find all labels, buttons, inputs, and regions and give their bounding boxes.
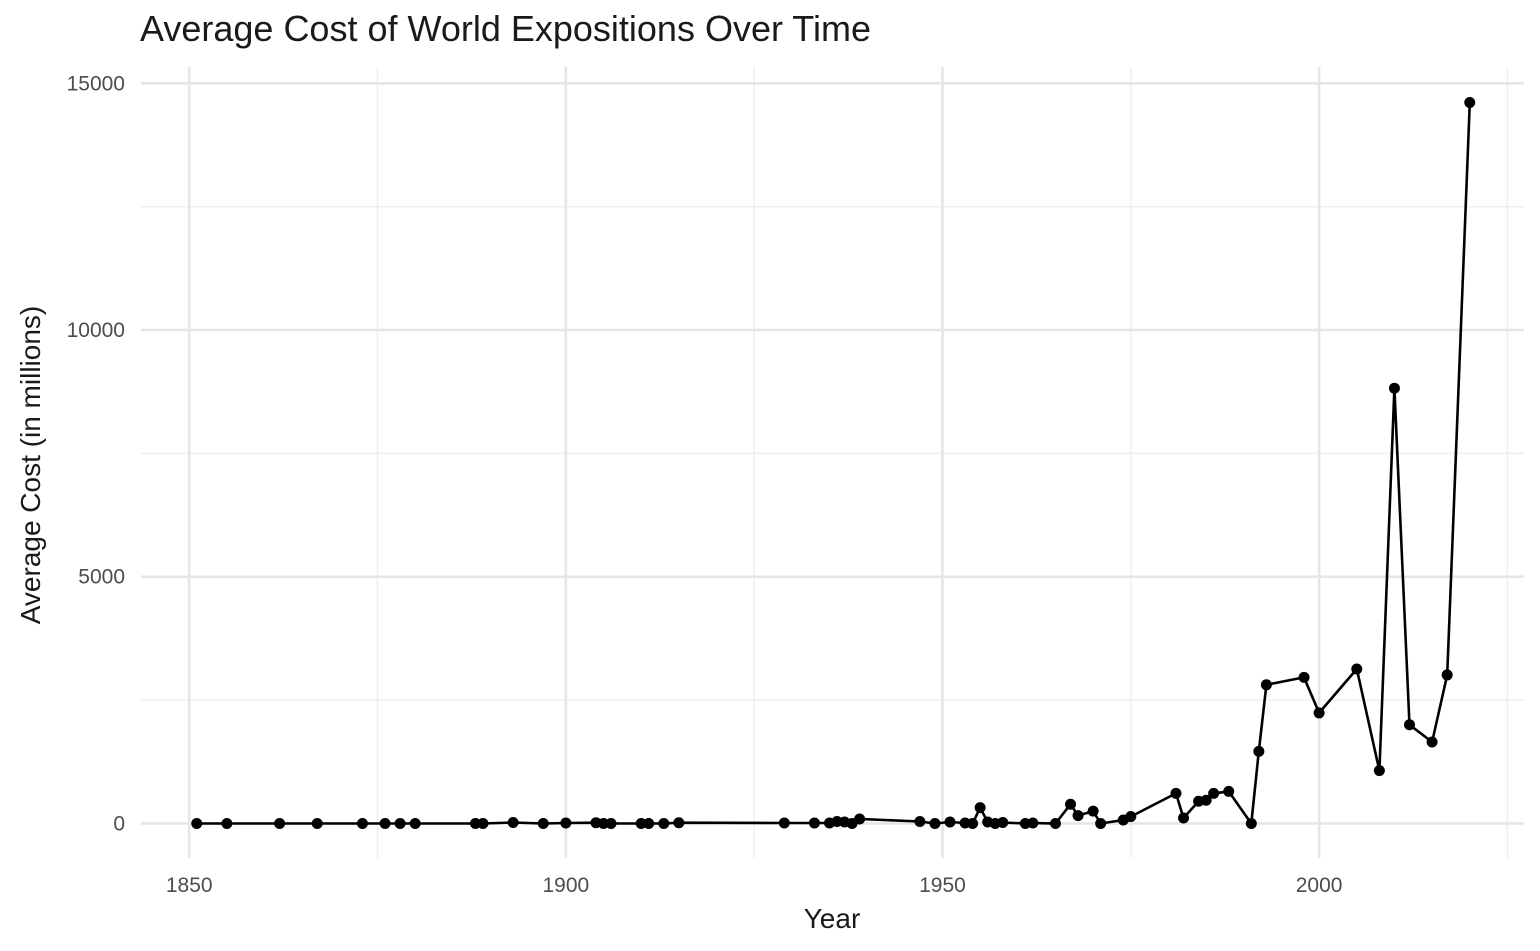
data-point xyxy=(1253,745,1265,757)
data-point xyxy=(1208,787,1220,799)
data-point xyxy=(1388,382,1400,394)
chart-title: Average Cost of World Expositions Over T… xyxy=(140,8,871,49)
x-axis-title: Year xyxy=(804,903,861,934)
data-point xyxy=(1245,817,1257,829)
data-point xyxy=(311,817,323,829)
data-point xyxy=(658,817,670,829)
data-point xyxy=(1170,787,1182,799)
data-point xyxy=(1223,785,1235,797)
data-point xyxy=(605,817,617,829)
data-point xyxy=(1200,794,1212,806)
y-tick-label: 5000 xyxy=(78,566,125,589)
x-tick-label: 2000 xyxy=(1296,874,1343,897)
data-point xyxy=(1049,817,1061,829)
data-point xyxy=(1095,817,1107,829)
data-point xyxy=(854,813,866,825)
series-line xyxy=(196,102,1472,828)
data-point xyxy=(1065,798,1077,810)
data-point xyxy=(1260,679,1272,691)
data-point xyxy=(191,817,203,829)
data-point xyxy=(635,817,647,829)
data-point xyxy=(1027,817,1039,829)
data-point xyxy=(1313,707,1325,719)
major-gridlines xyxy=(141,67,1524,858)
data-point xyxy=(1072,810,1084,822)
data-point xyxy=(997,816,1009,828)
data-point xyxy=(537,817,549,829)
data-point xyxy=(356,817,368,829)
data-point xyxy=(808,817,820,829)
data-point xyxy=(944,816,956,828)
y-tick-label: 10000 xyxy=(67,319,125,342)
data-point xyxy=(914,815,926,827)
data-point xyxy=(1178,812,1190,824)
data-point xyxy=(673,817,685,829)
data-point xyxy=(560,817,572,829)
data-point xyxy=(1404,719,1416,731)
data-point xyxy=(643,817,655,829)
data-point xyxy=(394,817,406,829)
data-point xyxy=(1298,671,1310,683)
data-point xyxy=(221,817,233,829)
x-tick-label: 1900 xyxy=(542,874,589,897)
x-tick-label: 1850 xyxy=(166,874,213,897)
data-point xyxy=(379,817,391,829)
data-point xyxy=(477,817,489,829)
data-point xyxy=(1351,663,1363,675)
data-point xyxy=(469,817,481,829)
data-point xyxy=(1441,669,1453,681)
data-point xyxy=(967,817,979,829)
y-axis-title: Average Cost (in millions) xyxy=(15,306,46,625)
data-point xyxy=(1426,736,1438,748)
data-point xyxy=(1087,805,1099,817)
y-tick-label: 15000 xyxy=(67,72,125,95)
minor-gridlines xyxy=(141,67,1524,858)
data-point xyxy=(274,817,286,829)
x-tick-label: 1950 xyxy=(919,874,966,897)
y-tick-label: 0 xyxy=(113,812,125,835)
data-point xyxy=(1464,97,1476,109)
data-point xyxy=(1125,811,1137,823)
series-layer xyxy=(191,97,1476,829)
data-point xyxy=(929,817,941,829)
data-point xyxy=(778,817,790,829)
data-point xyxy=(974,802,986,814)
x-tick-labels: 1850 1900 1950 2000 xyxy=(166,874,1343,897)
data-point xyxy=(1373,765,1385,777)
data-point xyxy=(598,817,610,829)
data-point xyxy=(409,817,421,829)
y-tick-labels: 0 5000 10000 15000 xyxy=(67,72,125,835)
data-point xyxy=(507,816,519,828)
